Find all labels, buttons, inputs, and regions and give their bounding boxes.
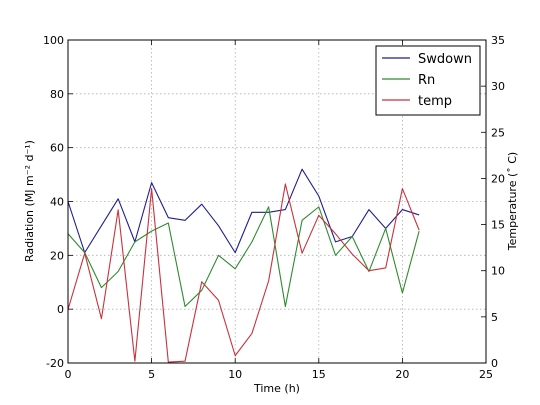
y-right-tick-label: 20 [491, 172, 505, 185]
legend: Swdown Rn temp [375, 45, 481, 116]
legend-label-swdown: Swdown [418, 52, 472, 67]
x-tick-label: 0 [65, 368, 72, 381]
grid [68, 40, 486, 363]
y-axis-right-label: Temperature (˚ C) [506, 152, 519, 251]
legend-label-temp: temp [418, 94, 452, 109]
y-right-tick-label: 10 [491, 265, 505, 278]
y-left-tick-label: 80 [50, 88, 64, 101]
y-right-tick-label: 5 [491, 311, 498, 324]
x-tick-label: 20 [395, 368, 409, 381]
x-axis-label: Time (h) [253, 382, 300, 395]
y-left-tick-label: -20 [46, 357, 64, 370]
legend-label-rn: Rn [418, 73, 435, 88]
y-right-tick-label: 25 [491, 126, 505, 139]
series-line-rn [67, 206, 420, 308]
y-right-tick-label: 30 [491, 80, 505, 93]
y-axis-left-label: Radiation (MJ m⁻² d⁻¹) [23, 140, 36, 262]
y-left-tick-label: 40 [50, 196, 64, 209]
x-tick-label: 5 [148, 368, 155, 381]
y-right-tick-label: 15 [491, 219, 505, 232]
x-tick-label: 25 [479, 368, 493, 381]
y-right-tick-label: 0 [491, 357, 498, 370]
series-layer [67, 168, 420, 363]
series-line-temp [67, 183, 420, 363]
y-left-tick-label: 100 [43, 34, 64, 47]
y-left-tick-label: 0 [57, 303, 64, 316]
x-tick-label: 10 [228, 368, 242, 381]
x-tick-label: 15 [312, 368, 326, 381]
series-line-swdown [67, 168, 420, 254]
y-left-tick-label: 60 [50, 142, 64, 155]
y-left-tick-label: 20 [50, 249, 64, 262]
y-right-tick-label: 35 [491, 34, 505, 47]
